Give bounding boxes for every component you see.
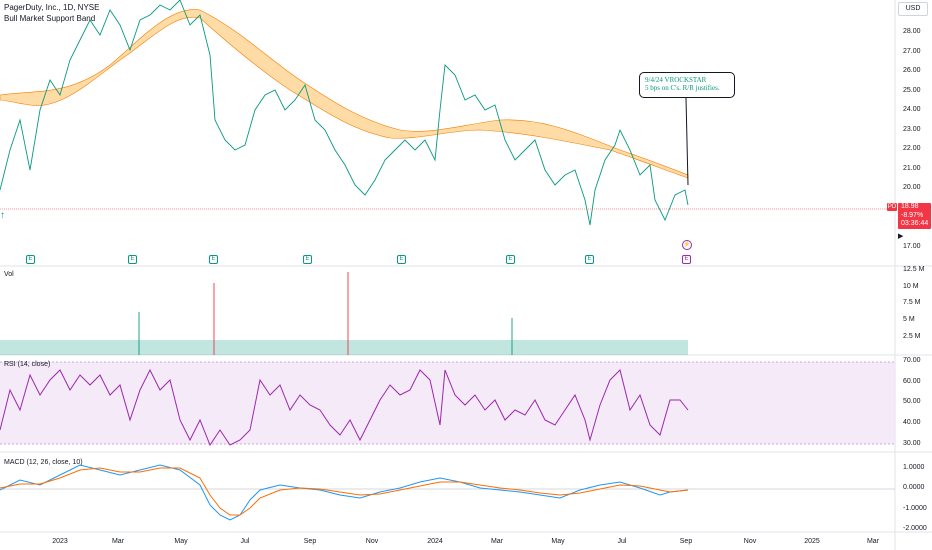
volume-tick: 10 M xyxy=(903,283,919,290)
macd-tick: 1.0000 xyxy=(903,464,925,471)
price-tick: 27.00 xyxy=(903,48,921,55)
rsi-tick: 60.00 xyxy=(903,378,921,385)
lightning-bolt-icon[interactable]: ⚡ xyxy=(682,240,692,250)
earnings-badge-upcoming[interactable]: E xyxy=(682,255,691,264)
bar-countdown: 03:36:44 xyxy=(901,220,929,227)
time-tick: Sep xyxy=(679,538,693,545)
price-change: -8.97% xyxy=(901,211,924,219)
signal-line xyxy=(0,467,689,516)
time-tick: 2024 xyxy=(427,538,443,545)
rsi-tick: 70.00 xyxy=(903,357,921,364)
macd-tick: 0.0000 xyxy=(903,484,925,491)
time-tick: Mar xyxy=(866,538,880,545)
time-tick: May xyxy=(174,538,188,545)
last-price: 18.98 xyxy=(901,203,919,210)
price-tick: 23.00 xyxy=(903,126,921,133)
time-tick: Nov xyxy=(365,538,379,545)
price-tick: 28.00 xyxy=(903,28,921,35)
time-tick: Jul xyxy=(240,538,250,545)
currency-button[interactable]: USD xyxy=(898,2,928,16)
indicator-legend[interactable]: Bull Market Support Band xyxy=(4,14,96,23)
earnings-badge[interactable]: E xyxy=(303,255,312,264)
last-price-box: 18.98 -8.97% 03:36:44 xyxy=(898,203,931,229)
volume-tick: 2.5 M xyxy=(903,333,921,340)
time-tick: Nov xyxy=(743,538,757,545)
volume-tick: 12.5 M xyxy=(903,266,925,273)
time-tick: May xyxy=(551,538,565,545)
symbol-title[interactable]: PagerDuty, Inc., 1D, NYSE xyxy=(4,3,100,12)
price-tick: 21.00 xyxy=(903,165,921,172)
time-tick: 2025 xyxy=(804,538,820,545)
rsi-tick: 50.00 xyxy=(903,398,921,405)
price-line xyxy=(0,0,689,226)
price-tick: 24.00 xyxy=(903,106,921,113)
time-tick: Mar xyxy=(111,538,125,545)
price-tick: 25.00 xyxy=(903,87,921,94)
symbol-badge: PD xyxy=(887,203,897,211)
price-tick: 20.00 xyxy=(903,184,921,191)
earnings-badge[interactable]: E xyxy=(128,255,137,264)
earnings-badge[interactable]: E xyxy=(506,255,515,264)
price-tick: 26.00 xyxy=(903,67,921,74)
bull-market-support-band xyxy=(0,9,689,179)
volume-bars xyxy=(0,272,688,355)
rsi-tick: 40.00 xyxy=(903,419,921,426)
callout-line-2: 5 bps on C's. R/R justifies. xyxy=(645,84,720,92)
volume-tick: 5 M xyxy=(903,316,915,323)
rsi-tick: 30.00 xyxy=(903,440,921,447)
callout-line-1: 9/4/24 VROCKSTAR xyxy=(645,76,707,84)
up-arrow-icon: ↑ xyxy=(0,210,5,221)
price-tick: 17.00 xyxy=(903,243,921,250)
earnings-badge[interactable]: E xyxy=(209,255,218,264)
time-tick: Jul xyxy=(617,538,627,545)
volume-tick: 7.5 M xyxy=(903,299,921,306)
earnings-badge[interactable]: E xyxy=(26,255,35,264)
price-tick: 22.00 xyxy=(903,145,921,152)
macd-tick: -1.0000 xyxy=(903,505,927,512)
macd-line xyxy=(0,464,689,521)
play-icon[interactable]: ▶ xyxy=(898,233,904,240)
time-tick: Sep xyxy=(303,538,317,545)
time-tick: Mar xyxy=(490,538,504,545)
annotation-callout[interactable]: 9/4/24 VROCKSTAR 5 bps on C's. R/R justi… xyxy=(639,72,735,98)
macd-label: MACD (12, 26, close, 10) xyxy=(4,459,83,466)
rsi-label: RSI (14, close) xyxy=(4,361,51,368)
rsi-band xyxy=(0,362,895,444)
earnings-badge[interactable]: E xyxy=(585,255,594,264)
volume-label: Vol xyxy=(4,271,14,278)
earnings-badge[interactable]: E xyxy=(397,255,406,264)
rsi-line xyxy=(0,368,689,447)
macd-tick: -2.0000 xyxy=(903,525,927,532)
time-tick: 2023 xyxy=(52,538,68,545)
